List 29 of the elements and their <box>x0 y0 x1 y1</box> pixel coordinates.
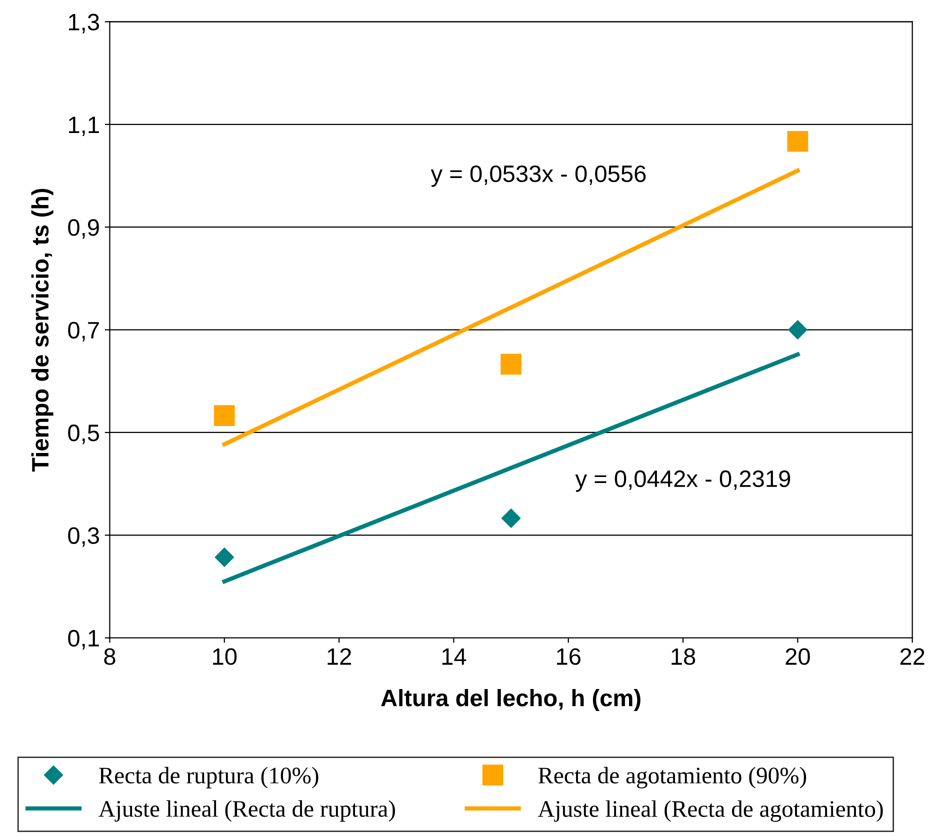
x-axis-title: Altura del lecho, h (cm) <box>381 689 640 712</box>
x-tick-label: 18 <box>672 648 696 665</box>
annotation: y = 0,0442x - 0,2319 <box>575 470 790 492</box>
y-axis-title: Tiempo de servicio, ts (h) <box>31 188 54 472</box>
y-tick-label: 0,5 <box>68 424 100 444</box>
y-tick-label: 0,9 <box>68 219 99 239</box>
point <box>500 354 522 375</box>
legend-label: Ajuste lineal (Recta de ruptura) <box>98 800 395 822</box>
x-tick-label: 14 <box>442 648 466 665</box>
x-tick-label: 8 <box>104 648 116 665</box>
y-tick-label: 1,3 <box>69 14 99 34</box>
legend-label: Recta de agotamiento (90%) <box>538 766 806 788</box>
x-tick-label: 10 <box>213 648 237 665</box>
y-tick-label: 1,1 <box>69 116 99 136</box>
legend-label: Recta de ruptura (10%) <box>99 766 318 788</box>
point <box>502 508 521 528</box>
y-tick-label: 0,7 <box>68 322 99 342</box>
y-tick-label: 0,1 <box>68 630 99 650</box>
point <box>788 320 808 340</box>
x-tick-label: 16 <box>557 648 580 665</box>
x-tick-label: 12 <box>328 648 351 665</box>
point <box>214 548 234 567</box>
point <box>787 130 808 152</box>
x-tick-label: 22 <box>900 648 924 665</box>
legend-label: Ajuste lineal (Recta de agotamiento) <box>538 800 883 822</box>
annotation: y = 0,0533x - 0,0556 <box>430 165 646 187</box>
x-tick-label: 20 <box>786 648 810 665</box>
y-tick-label: 0,3 <box>68 527 99 547</box>
point <box>214 405 235 426</box>
